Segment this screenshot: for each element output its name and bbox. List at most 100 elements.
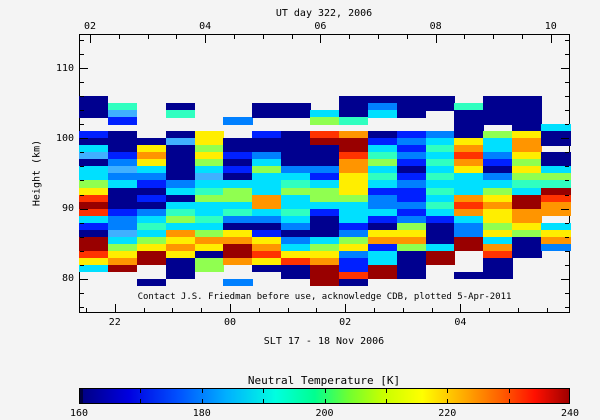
heatmap-cell <box>396 159 427 167</box>
heatmap-cell <box>223 180 253 188</box>
heatmap-cell <box>541 124 571 132</box>
tick <box>86 308 87 312</box>
heatmap-cell <box>310 208 340 217</box>
tick <box>80 236 84 238</box>
tick <box>80 152 84 154</box>
heatmap-cell <box>367 96 398 104</box>
heatmap-cell <box>281 222 311 231</box>
heatmap-cell <box>310 180 340 188</box>
heatmap-cell <box>483 173 513 181</box>
heatmap-cell <box>107 229 138 238</box>
tick <box>561 208 569 210</box>
heatmap-cell <box>79 138 109 146</box>
heatmap-cell <box>194 222 224 231</box>
heatmap-cell <box>194 159 224 167</box>
heatmap-cell <box>310 222 340 231</box>
heatmap-cell <box>541 201 571 210</box>
heatmap-cell <box>512 173 542 181</box>
colorbar-tick <box>140 389 142 393</box>
tick <box>262 35 264 39</box>
heatmap-cell <box>338 187 369 196</box>
heatmap-cell <box>310 187 340 196</box>
heatmap-cell <box>281 131 311 139</box>
tick <box>80 138 88 140</box>
heatmap-cell <box>483 236 513 245</box>
heatmap-cell <box>483 159 513 167</box>
heatmap-cell <box>338 278 369 287</box>
heatmap-cell <box>454 201 484 210</box>
heatmap-cell <box>541 229 571 238</box>
tick <box>374 308 375 312</box>
plot-title: UT day 322, 2006 <box>275 8 373 19</box>
heatmap-cell <box>338 229 369 238</box>
heatmap-cell <box>165 145 196 153</box>
heatmap-cell <box>454 110 484 118</box>
heatmap-cell <box>310 257 340 266</box>
heatmap-cell <box>223 222 253 231</box>
top-tick-label: 10 <box>544 21 557 32</box>
tick <box>406 35 408 39</box>
heatmap-cell <box>541 194 571 203</box>
heatmap-cell <box>541 166 571 174</box>
heatmap-cell <box>512 103 542 111</box>
heatmap-cell <box>338 194 369 203</box>
heatmap-cell <box>310 166 340 174</box>
heatmap-cell <box>107 208 138 217</box>
heatmap-cell <box>454 243 484 252</box>
tick <box>90 35 91 43</box>
heatmap-cell <box>541 173 571 181</box>
heatmap-cell <box>310 131 340 139</box>
heatmap-cell <box>512 208 542 217</box>
heatmap-cell <box>367 145 398 153</box>
heatmap-cell <box>107 117 138 125</box>
tick <box>565 53 569 55</box>
heatmap-cell <box>310 145 340 153</box>
heatmap-cell <box>223 152 253 160</box>
heatmap-cell <box>194 250 224 259</box>
heatmap-cell <box>396 96 427 104</box>
colorbar-tick-label: 200 <box>315 408 334 419</box>
heatmap-cell <box>483 250 513 259</box>
heatmap-cell <box>165 194 196 203</box>
heatmap-cell <box>338 110 369 118</box>
heatmap-cell <box>79 250 109 259</box>
heatmap-cell <box>425 187 456 196</box>
heatmap-cell <box>483 110 513 118</box>
heatmap-cell <box>165 180 196 188</box>
tick <box>565 292 569 294</box>
heatmap-cell <box>223 208 253 217</box>
heatmap-cell <box>396 173 427 181</box>
heatmap-cell <box>454 236 484 245</box>
tick <box>349 35 351 39</box>
heatmap-cell <box>107 159 138 167</box>
heatmap-cell <box>425 103 456 111</box>
heatmap-cell <box>281 103 311 111</box>
heatmap-cell <box>338 215 369 224</box>
heatmap-cell <box>483 271 513 280</box>
colorbar-tick <box>508 389 510 393</box>
tick <box>431 308 433 312</box>
heatmap-cell <box>512 117 542 125</box>
tick <box>550 35 552 43</box>
heatmap-cell <box>165 236 196 245</box>
heatmap-cell <box>425 145 456 153</box>
heatmap-cell <box>281 250 311 259</box>
tick <box>147 35 149 39</box>
tick <box>80 82 84 84</box>
heatmap-cell <box>483 138 513 146</box>
heatmap-cell <box>483 201 513 210</box>
heatmap-cell <box>79 173 109 181</box>
colorbar-tick-label: 240 <box>560 408 580 419</box>
tick <box>80 194 84 196</box>
heatmap-cell <box>136 138 167 146</box>
heatmap-cell <box>79 194 109 203</box>
heatmap-cell <box>281 194 311 203</box>
heatmap-cell <box>281 264 311 273</box>
tick <box>561 68 569 69</box>
tick <box>565 124 569 126</box>
heatmap-cell <box>367 159 398 167</box>
heatmap-cell <box>367 131 398 139</box>
heatmap-cell <box>310 117 340 125</box>
heatmap-cell <box>281 201 311 210</box>
heatmap-cell <box>223 250 253 259</box>
